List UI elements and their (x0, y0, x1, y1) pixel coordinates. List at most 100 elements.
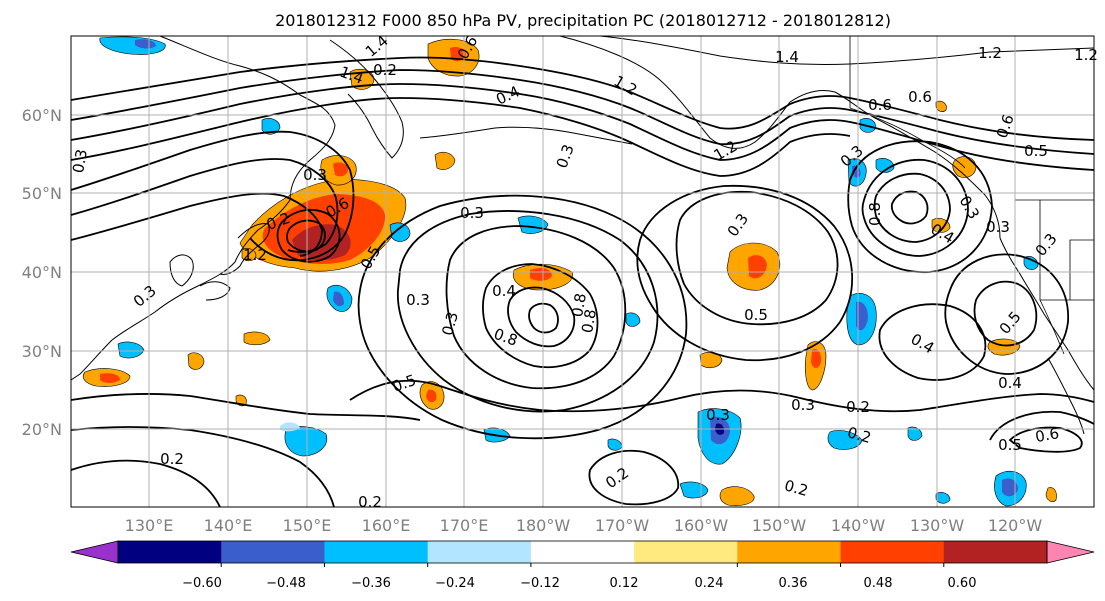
pv-contour-line (878, 303, 987, 381)
contour-label: 0.5 (1024, 142, 1048, 160)
pv-contour-line (276, 208, 341, 263)
pv-contour-line (70, 393, 421, 421)
coastline-asia (70, 35, 336, 381)
colorbar-extend-low (70, 540, 119, 564)
contour-label: 0.5 (744, 306, 768, 324)
precip-positive-area (719, 486, 755, 506)
contour-label: 0.3 (791, 396, 815, 414)
pv-contour-line (989, 410, 1095, 441)
precip-negative-area (517, 215, 549, 234)
contour-label: 0.2 (373, 61, 397, 79)
colorbar: −0.60 −0.48 −0.36 −0.24 −0.12 0.12 0.24 … (70, 540, 1095, 591)
contour-label: 0.3 (706, 406, 730, 424)
colorbar-swatch (737, 541, 842, 563)
lon-label: 120°W (988, 516, 1043, 535)
contour-label: 1.2 (243, 246, 267, 264)
pv-contour-line (70, 426, 335, 508)
colorbar-tick-label: −0.12 (520, 576, 560, 591)
pv-contour-line (861, 158, 969, 257)
contour-label: 0.8 (578, 308, 600, 335)
lon-label: 150°W (752, 516, 807, 535)
precip-positive-area (811, 349, 822, 368)
lon-label: 130°E (125, 516, 174, 535)
pv-contour-line (286, 219, 326, 253)
contour-label: 1.4 (775, 48, 799, 66)
contour-label: 0.3 (986, 218, 1010, 236)
pv-contour-line (482, 263, 599, 369)
colorbar-tick-label: −0.36 (351, 576, 391, 591)
contour-label: 0.8 (866, 202, 884, 226)
pv-contour-line (349, 379, 1095, 413)
contour-label: 0.3 (303, 166, 327, 184)
precip-negative-area (827, 430, 863, 450)
pv-contour-line (973, 280, 1038, 347)
map-panel: 1.4 0.6 0.2 0.4 0.3 1.4 1.2 0.6 0.3 0.3 … (69, 32, 1098, 511)
colorbar-tick-label: −0.24 (435, 576, 475, 591)
map-gridlines (71, 36, 1094, 507)
contour-label: 1.2 (978, 44, 1002, 62)
colorbar-swatches (70, 540, 1095, 564)
precip-negative-area (856, 301, 868, 331)
contour-label: 0.4 (492, 282, 516, 300)
pv-contour-line (70, 56, 1095, 141)
map-title: 2018012312 F000 850 hPa PV, precipitatio… (275, 11, 891, 30)
precip-negative-area (935, 492, 951, 504)
precip-negative-area (333, 291, 344, 307)
precip-positive-area (100, 373, 120, 383)
contour-label: 1.2 (1074, 46, 1098, 64)
contour-label: 0.2 (160, 450, 184, 468)
lat-label: 30°N (22, 342, 62, 361)
pv-contour-line (397, 210, 659, 413)
precip-negative-area (1023, 256, 1039, 270)
pv-contour-line (944, 253, 1069, 375)
precip-positive-area (1045, 487, 1057, 502)
colorbar-swatch (530, 541, 635, 563)
colorbar-tick-label: −0.60 (182, 576, 222, 591)
contour-label: 0.3 (69, 148, 91, 175)
colorbar-swatch (943, 541, 1048, 563)
lon-label: 130°W (910, 516, 965, 535)
precip-negative-area (389, 222, 411, 242)
precip-negative-area (875, 158, 895, 173)
contour-label: 0.2 (846, 398, 870, 416)
pv-contour-line (70, 459, 221, 508)
lon-label: 170°W (595, 516, 650, 535)
lon-label: 140°E (204, 516, 253, 535)
lon-label: 160°W (674, 516, 729, 535)
coastline-northamerica-west (999, 237, 1095, 391)
precip-negative-area (284, 426, 328, 457)
pv-contour-line (70, 158, 339, 253)
contour-label: 0.5 (998, 436, 1022, 454)
latitude-labels: 60°N 50°N 40°N 30°N 20°N (22, 106, 62, 439)
precip-positive-area (748, 255, 767, 279)
colorbar-tick-label: 0.60 (948, 576, 977, 591)
precip-positive-area (450, 46, 466, 62)
contour-label: 0.3 (438, 310, 462, 338)
colorbar-ticks (220, 563, 945, 567)
pv-contour-line (70, 97, 851, 177)
lon-label: 140°W (831, 516, 886, 535)
longitude-labels: 130°E 140°E 150°E 160°E 170°E 180°W 170°… (125, 516, 1043, 535)
colorbar-swatch (118, 541, 222, 563)
pv-contour-line (588, 449, 679, 506)
pv-contour-line (357, 194, 688, 440)
colorbar-tick-label: 0.12 (610, 576, 639, 591)
pv-contour-line (675, 190, 839, 326)
border-line (1039, 299, 1065, 355)
lon-label: 170°E (440, 516, 489, 535)
coastline-aleutians (419, 126, 633, 145)
precip-positive-area (434, 151, 456, 170)
pv-contour-line (507, 286, 576, 348)
precip-positive-area (530, 268, 552, 281)
coastline-baja (1047, 357, 1085, 435)
pv-contour-line (890, 190, 929, 225)
precip-positive-area (699, 351, 723, 369)
colorbar-extend-high (1046, 540, 1095, 564)
colorbar-tick-label: 0.24 (695, 576, 724, 591)
colorbar-outline (117, 540, 1048, 564)
pv-contours (70, 56, 1095, 508)
pv-contour-line (70, 83, 1095, 171)
map-frame (70, 35, 1095, 508)
contour-label: 0.6 (908, 88, 932, 106)
colorbar-tick-label: 0.36 (779, 576, 808, 591)
